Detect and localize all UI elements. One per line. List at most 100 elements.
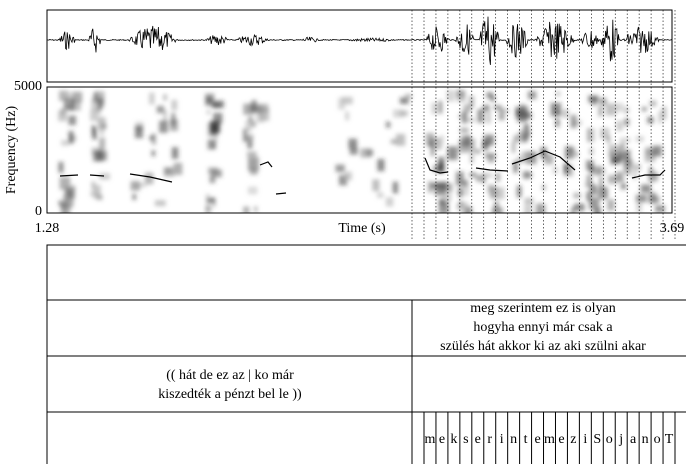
spectral-energy	[467, 118, 475, 123]
spectral-energy	[528, 91, 537, 99]
spectral-energy	[655, 206, 665, 213]
spectral-energy	[613, 158, 617, 163]
spectral-energy	[149, 93, 155, 105]
spectral-energy	[174, 163, 183, 175]
spectral-energy	[495, 187, 504, 199]
spectral-energy	[575, 152, 578, 156]
spectral-energy	[429, 141, 433, 147]
spectral-energy	[68, 199, 72, 210]
spectral-energy	[463, 105, 471, 113]
spectral-energy	[476, 175, 481, 182]
spectral-energy	[487, 185, 494, 194]
spectral-energy	[475, 150, 480, 154]
spectral-energy	[391, 140, 397, 144]
spectral-energy	[96, 151, 107, 161]
spectral-energy	[247, 152, 257, 157]
phone-label: n	[642, 432, 649, 447]
phone-label: k	[450, 432, 457, 447]
spectral-energy	[243, 129, 247, 142]
spectral-energy	[484, 135, 494, 146]
spectral-energy	[571, 115, 577, 128]
spectral-energy	[621, 183, 626, 189]
spectral-energy	[164, 167, 174, 176]
spectral-energy	[594, 166, 602, 175]
spectral-energy	[97, 98, 101, 110]
spectral-energy	[135, 125, 143, 138]
spectral-energy	[597, 190, 602, 200]
spectral-energy	[520, 106, 529, 116]
spectral-energy	[254, 206, 257, 212]
x-end-label: 3.69	[660, 221, 685, 236]
spectral-energy	[641, 185, 651, 193]
spectral-energy	[59, 91, 68, 101]
spectral-energy	[155, 200, 166, 206]
spectral-energy	[491, 96, 495, 102]
spectral-energy	[145, 173, 154, 185]
spectral-energy	[488, 157, 495, 162]
spectral-energy	[377, 159, 384, 171]
spectral-energy	[483, 173, 492, 177]
spectral-energy	[208, 168, 218, 175]
spectral-energy	[58, 110, 67, 121]
spectral-energy	[393, 110, 404, 118]
phone-label: m	[425, 432, 436, 447]
spectral-energy	[588, 96, 598, 103]
spectral-energy	[586, 160, 594, 170]
spectral-energy	[90, 191, 99, 196]
spectral-energy	[608, 175, 618, 184]
phone-label: T	[665, 432, 674, 447]
spectral-energy	[469, 173, 476, 177]
spectral-energy	[465, 187, 469, 196]
spectral-energy	[72, 92, 82, 103]
spectral-energy	[132, 194, 136, 200]
spectral-energy	[58, 162, 63, 173]
phone-label: o	[654, 432, 661, 447]
spectral-energy	[69, 131, 74, 144]
spectral-energy	[400, 97, 409, 104]
spectral-energy	[91, 181, 95, 189]
spectral-energy	[461, 136, 471, 147]
spectral-energy	[522, 135, 528, 143]
spectral-energy	[606, 136, 610, 143]
spectral-energy	[93, 92, 97, 101]
spectral-energy	[163, 94, 167, 100]
phone-label: s	[463, 432, 468, 447]
phone-label: m	[544, 432, 555, 447]
spectral-energy	[248, 187, 257, 195]
spectral-energy	[636, 136, 644, 141]
spectral-energy	[658, 111, 662, 123]
spectral-energy	[636, 195, 647, 203]
spectral-energy	[619, 177, 624, 182]
spectral-energy	[524, 198, 533, 205]
x-start-label: 1.28	[35, 221, 60, 236]
spectral-energy	[336, 165, 345, 173]
spectral-energy	[206, 97, 213, 104]
spectral-energy	[171, 100, 177, 110]
spectral-energy	[350, 148, 358, 155]
spectral-energy	[517, 186, 522, 198]
spectral-energy	[247, 139, 252, 148]
spectral-energy	[377, 193, 383, 198]
spectral-energy	[662, 107, 667, 120]
spectral-energy	[172, 147, 179, 159]
phone-label: i	[500, 432, 504, 447]
spectral-energy	[649, 101, 656, 107]
y-axis-label: Frequency (Hz)	[4, 106, 19, 195]
phone-label: S	[593, 432, 601, 447]
spectral-energy	[396, 134, 405, 146]
spectral-energy	[555, 119, 559, 127]
sentence-line: meg szerintem ez is olyan	[470, 301, 615, 316]
phone-label: t	[524, 432, 528, 447]
spectral-energy	[159, 121, 168, 133]
spectral-energy	[432, 103, 438, 114]
phone-label: i	[583, 432, 587, 447]
spectral-energy	[260, 108, 269, 121]
praat-window: Frequency (Hz) 5000 0 1.28 Time (s) 3.69…	[0, 0, 686, 464]
spectral-energy	[615, 103, 623, 112]
spectral-energy	[573, 193, 580, 198]
spectral-energy	[438, 157, 444, 171]
spectral-energy	[393, 182, 398, 194]
spectral-energy	[633, 169, 637, 180]
phone-label: z	[570, 432, 576, 447]
spectral-energy	[456, 204, 464, 210]
